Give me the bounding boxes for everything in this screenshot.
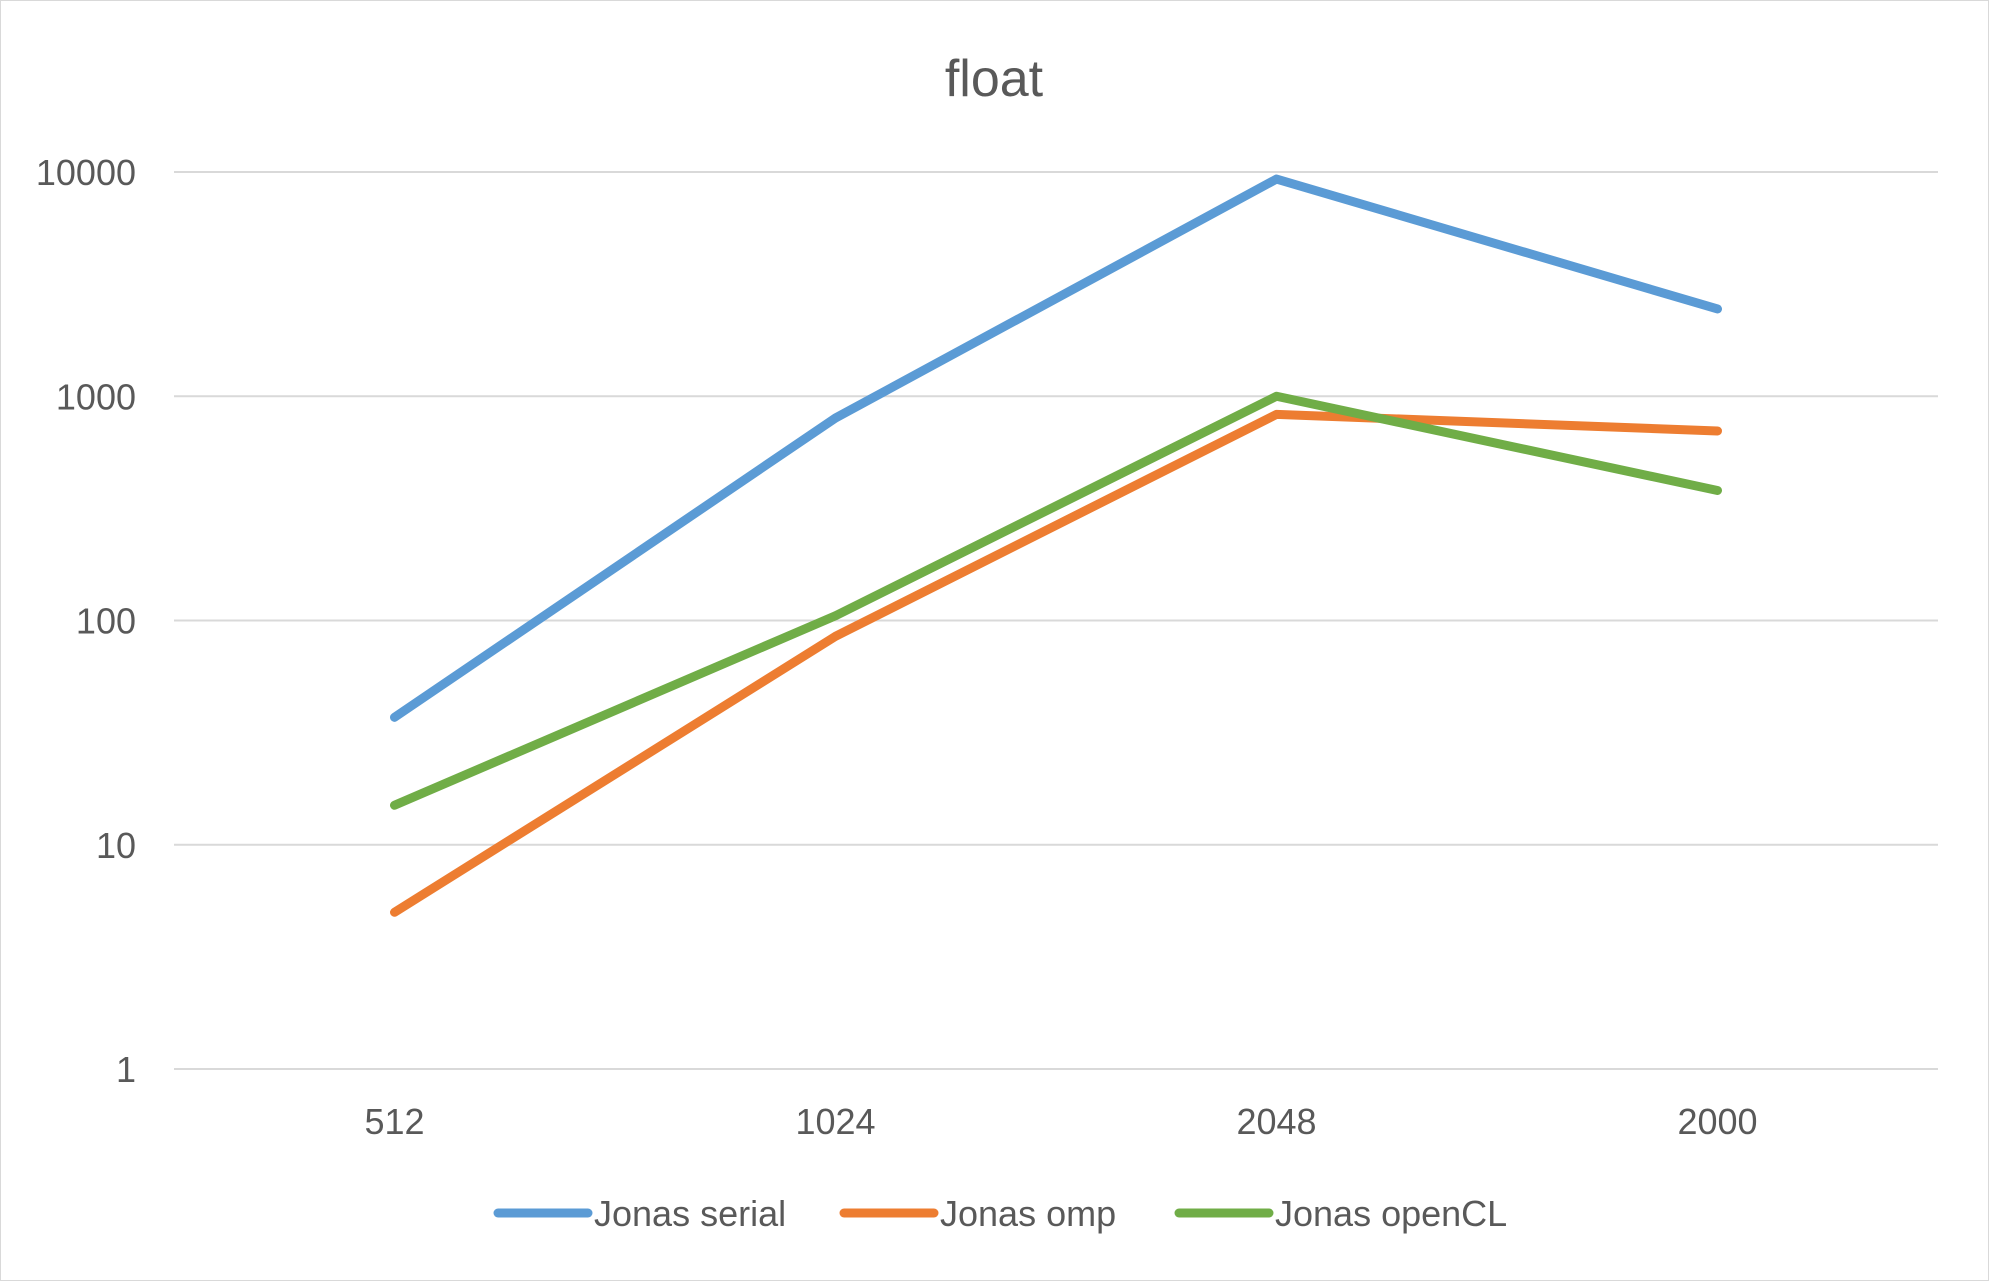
y-tick-label: 1000 — [56, 376, 136, 417]
series-line-jonas-opencl — [390, 391, 1722, 810]
x-axis-ticks: 512 1024 2048 2000 — [364, 1101, 1757, 1142]
x-tick-label: 512 — [364, 1101, 424, 1142]
legend-label: Jonas openCL — [1275, 1193, 1507, 1234]
y-tick-label: 100 — [76, 601, 136, 642]
series-lines — [390, 174, 1722, 917]
x-tick-label: 2048 — [1236, 1101, 1316, 1142]
series-line-jonas-omp — [390, 409, 1722, 917]
chart-title: float — [945, 50, 1044, 108]
series-line-jonas-serial — [390, 174, 1722, 722]
y-tick-label: 1 — [116, 1049, 136, 1090]
x-tick-label: 1024 — [795, 1101, 875, 1142]
y-tick-label: 10 — [96, 825, 136, 866]
x-tick-label: 2000 — [1677, 1101, 1757, 1142]
legend-label: Jonas omp — [940, 1193, 1116, 1234]
y-tick-label: 10000 — [36, 152, 136, 193]
legend-label: Jonas serial — [594, 1193, 786, 1234]
gridlines — [174, 171, 1938, 1070]
y-axis-ticks: 1 10 100 1000 10000 — [36, 152, 136, 1090]
legend: Jonas serial Jonas omp Jonas openCL — [493, 1193, 1507, 1234]
